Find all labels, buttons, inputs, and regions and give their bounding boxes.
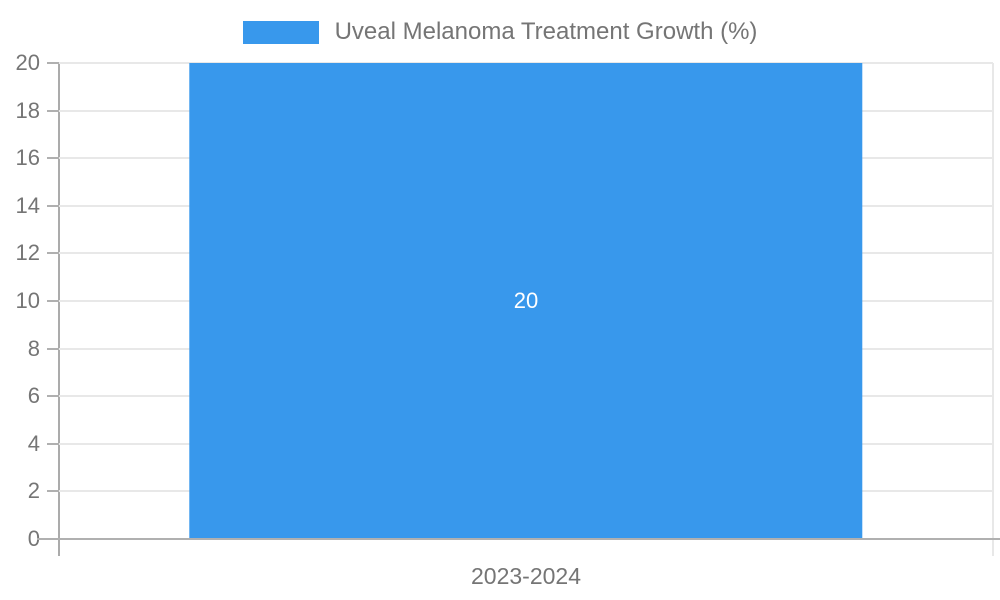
- bar-value-label: 20: [513, 288, 539, 313]
- x-category-label: 2023-2024: [471, 563, 581, 589]
- y-tick-label: 2: [27, 478, 40, 504]
- y-tick-label: 16: [15, 145, 40, 171]
- legend-item[interactable]: Uveal Melanoma Treatment Growth (%): [242, 18, 758, 45]
- y-tick-label: 10: [15, 288, 40, 313]
- y-tick-label: 18: [15, 97, 40, 123]
- legend-label: Uveal Melanoma Treatment Growth (%): [334, 18, 758, 45]
- y-tick: [47, 347, 59, 350]
- plot-area: 20 2023-2024 0 2 4 6 8 10 12 14 16 18 20: [16, 52, 1000, 589]
- y-tick: [47, 395, 59, 398]
- plot-right-border: [992, 63, 994, 556]
- y-tick-label: 20: [15, 50, 40, 75]
- y-axis-line: [58, 63, 60, 556]
- legend-swatch-icon: [242, 20, 319, 44]
- bar[interactable]: 20: [189, 63, 863, 539]
- y-tick-label: 12: [15, 240, 40, 266]
- y-tick: [47, 157, 59, 160]
- y-tick-label: 4: [27, 430, 40, 456]
- y-tick: [47, 204, 59, 207]
- y-tick-label: 0: [27, 526, 40, 551]
- y-tick-label: 8: [27, 335, 40, 361]
- y-tick: [47, 109, 59, 112]
- y-tick: [47, 300, 59, 302]
- chart-legend: Uveal Melanoma Treatment Growth (%): [0, 18, 1000, 45]
- y-tick: [47, 442, 59, 445]
- y-tick-label: 6: [27, 383, 40, 409]
- y-tick-label: 14: [15, 192, 40, 218]
- y-tick: [47, 62, 59, 64]
- y-tick: [47, 252, 59, 255]
- y-tick: [47, 490, 59, 493]
- x-axis-baseline: [37, 538, 1000, 540]
